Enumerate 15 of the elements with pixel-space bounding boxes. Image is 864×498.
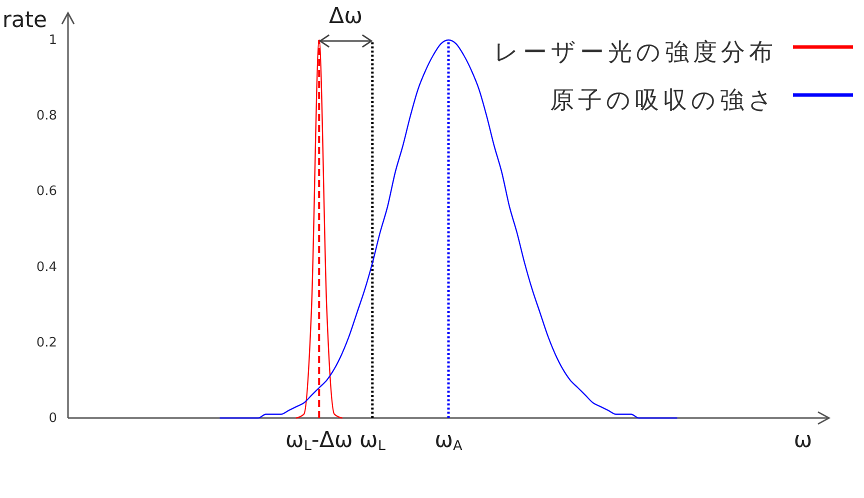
legend-label: 原子の吸収の強さ: [550, 86, 777, 114]
x-tick-label: ω$_{A}$: [434, 428, 464, 454]
y-tick-label: 0.4: [36, 259, 57, 274]
y-tick-label: 0: [48, 410, 57, 426]
legend-label: レーザー光の強度分布: [494, 38, 777, 66]
x-tick-label: ω$_{L}$: [359, 428, 386, 454]
y-tick-label: 0.2: [36, 334, 57, 350]
y-axis-title: rate: [2, 8, 47, 33]
y-tick-label: 1: [48, 32, 57, 48]
x-axis-title: ω: [794, 428, 812, 452]
y-tick-label: 0.6: [36, 184, 57, 199]
text: Δω: [329, 4, 363, 28]
line-series: [296, 39, 343, 419]
y-tick-label: 0.8: [36, 108, 57, 124]
x-tick-label: ω$_{L}$-Δω: [285, 428, 353, 454]
